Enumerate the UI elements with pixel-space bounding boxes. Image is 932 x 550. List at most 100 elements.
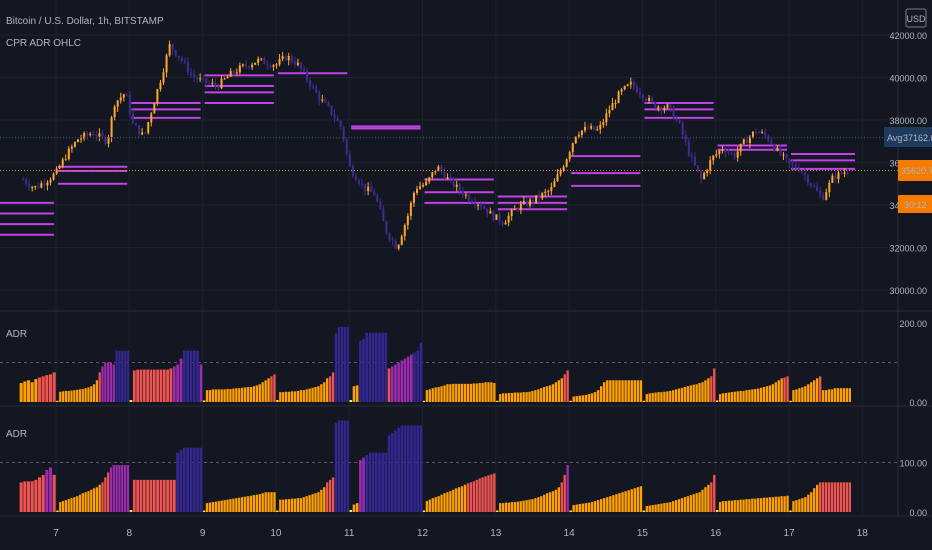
candle-body: [302, 68, 305, 71]
adr2-bar: [132, 479, 136, 512]
candle-body: [547, 191, 550, 193]
adr1-bar: [602, 382, 606, 402]
adr2-tick-label: 100.00: [899, 459, 927, 469]
adr1-bar: [229, 388, 232, 402]
candle-body: [367, 186, 370, 192]
candle-body: [223, 78, 226, 80]
candle-body: [373, 191, 376, 196]
adr1-bar: [232, 388, 235, 402]
adr2-bar: [645, 506, 648, 512]
price-pane[interactable]: [0, 40, 898, 251]
indicator-title[interactable]: CPR ADR OHLC: [6, 38, 81, 49]
adr1-bar: [566, 370, 569, 402]
adr1-bar: [41, 376, 45, 402]
adr1-bar: [848, 388, 852, 402]
adr1-bar: [211, 389, 215, 402]
adr-pane-1-title[interactable]: ADR: [6, 329, 27, 340]
adr2-bar: [334, 422, 338, 512]
candle-body: [361, 183, 364, 185]
adr1-bar: [487, 382, 490, 402]
adr2-bar: [745, 499, 748, 512]
candle-body: [638, 92, 641, 95]
adr1-bar: [501, 393, 505, 402]
adr2-bar: [199, 447, 203, 512]
adr-pane-1[interactable]: [0, 326, 898, 402]
adr1-bar: [249, 386, 253, 402]
candle-body: [434, 171, 437, 173]
adr2-bar: [406, 425, 410, 512]
adr1-bar: [258, 384, 261, 402]
adr2-bar: [129, 510, 133, 512]
adr2-bar: [548, 492, 552, 512]
adr2-bar: [126, 465, 129, 512]
adr1-bar: [70, 390, 73, 402]
candle-body: [269, 65, 272, 67]
adr1-bar: [695, 384, 698, 402]
adr1-bar: [196, 350, 199, 402]
candle-body: [577, 134, 580, 137]
candle-body: [174, 50, 177, 56]
adr1-bar: [792, 390, 795, 402]
adr-pane-2[interactable]: [0, 420, 898, 512]
adr1-bar: [821, 390, 825, 402]
adr2-bar: [73, 497, 76, 512]
candle-body: [208, 83, 211, 85]
adr1-bar: [112, 364, 115, 402]
adr1-bar: [365, 332, 369, 402]
adr2-bar: [365, 455, 369, 512]
adr2-bar: [839, 482, 843, 512]
adr2-bar: [654, 504, 657, 512]
adr2-bar: [780, 496, 783, 512]
candle-body: [657, 106, 660, 109]
adr2-bar: [621, 492, 624, 512]
adr-pane-2-title[interactable]: ADR: [6, 429, 27, 440]
x-tick-label: 10: [270, 528, 282, 539]
candle-body: [260, 58, 263, 60]
candle-body: [483, 206, 486, 209]
adr1-bar: [331, 372, 335, 402]
candle-body: [596, 129, 599, 131]
adr2-bar: [149, 479, 153, 512]
candle-body: [452, 178, 455, 187]
adr2-bar: [504, 502, 508, 512]
adr2-bar: [716, 510, 719, 512]
adr2-bar: [587, 502, 591, 512]
adr1-bar: [575, 396, 578, 402]
adr2-bar: [443, 493, 446, 512]
adr2-bar: [578, 504, 582, 512]
candle-body: [834, 175, 837, 180]
symbol-title[interactable]: Bitcoin / U.S. Dollar, 1h, BITSTAMP: [6, 16, 164, 27]
candle-body: [806, 175, 809, 184]
adr1-bar: [833, 388, 837, 402]
candle-body: [510, 209, 513, 216]
adr1-bar: [771, 384, 775, 402]
adr2-bar: [252, 495, 256, 512]
adr2-bar: [478, 478, 481, 512]
candle-body: [135, 123, 138, 126]
candle-body: [785, 154, 788, 159]
candle-body: [205, 78, 208, 84]
candle-body: [803, 172, 806, 176]
candle-body: [437, 166, 440, 172]
adr2-bar: [323, 487, 326, 512]
candle-body: [391, 239, 394, 241]
adr1-bar: [657, 392, 660, 402]
candle-body: [492, 211, 495, 220]
currency-button[interactable]: [905, 8, 927, 28]
adr2-bar: [845, 482, 849, 512]
adr1-bar: [683, 386, 687, 402]
adr2-bar: [30, 481, 34, 512]
adr2-bar: [801, 498, 804, 512]
adr1-bar: [287, 391, 291, 402]
adr1-bar: [455, 383, 458, 402]
adr1-bar: [463, 383, 467, 402]
adr1-bar: [645, 394, 648, 402]
x-tick-label: 12: [417, 528, 429, 539]
adr1-bar: [400, 360, 404, 402]
adr1-bar: [87, 387, 90, 402]
adr1-bar: [721, 393, 725, 402]
adr1-bar: [727, 392, 731, 402]
candle-body: [425, 181, 428, 185]
adr1-bar: [762, 386, 766, 402]
